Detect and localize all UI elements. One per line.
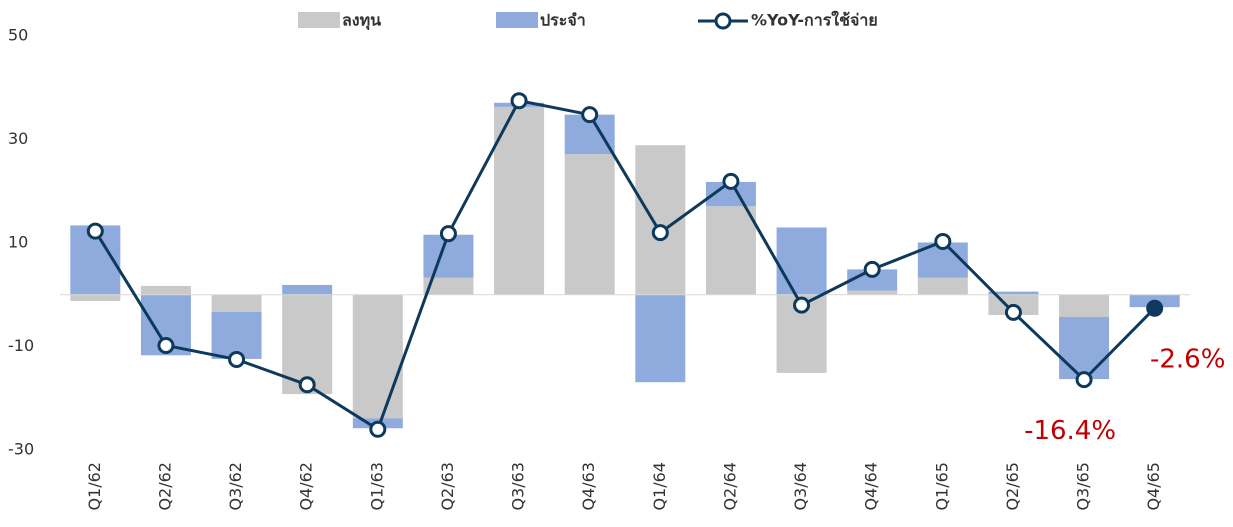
bar (635, 294, 686, 383)
x-tick-label: Q2/64 (720, 462, 739, 511)
value-label: -16.4% (1024, 416, 1116, 446)
bar (282, 284, 333, 295)
x-tick-label: Q4/65 (1144, 462, 1163, 511)
legend-label: %YoY-การใช้จ่าย (751, 11, 878, 30)
marker (86, 222, 104, 240)
bar (423, 277, 474, 295)
bar (988, 291, 1039, 295)
x-tick-label: Q2/65 (1003, 462, 1022, 511)
bar (352, 294, 403, 419)
marker (722, 172, 740, 190)
marker (228, 350, 246, 368)
marker (651, 224, 669, 242)
legend-marker (714, 12, 732, 30)
marker (1146, 299, 1164, 317)
marker (863, 260, 881, 278)
bar (70, 294, 121, 301)
legend-label: ลงทุน (342, 11, 381, 31)
x-tick-label: Q2/63 (438, 462, 457, 511)
x-tick-label: Q2/62 (155, 462, 174, 511)
marker (793, 296, 811, 314)
marker (581, 106, 599, 124)
y-tick-label: -30 (8, 440, 34, 459)
bar (1059, 294, 1110, 318)
y-tick-label: 50 (8, 26, 28, 45)
x-tick-label: Q1/64 (650, 462, 669, 511)
x-tick-label: Q1/63 (367, 462, 386, 511)
x-tick-label: Q1/62 (85, 462, 104, 511)
y-tick-label: 10 (8, 233, 28, 252)
marker (157, 336, 175, 354)
legend-label: ประจำ (540, 11, 586, 30)
x-tick-label: Q3/65 (1074, 462, 1093, 511)
x-tick-label: Q1/65 (932, 462, 951, 511)
x-tick-label: Q4/63 (579, 462, 598, 511)
legend-swatch (298, 12, 340, 28)
x-tick-label: Q4/62 (297, 462, 316, 511)
y-tick-label: 30 (8, 129, 28, 148)
bar (140, 285, 191, 295)
bar (494, 106, 545, 295)
bar (1059, 317, 1110, 380)
line (94, 98, 1156, 432)
value-label: -2.6% (1150, 345, 1225, 375)
marker (369, 420, 387, 438)
y-tick-label: -10 (8, 336, 34, 355)
marker (934, 232, 952, 250)
x-tick-label: Q3/62 (226, 462, 245, 511)
marker (510, 92, 528, 110)
legend-swatch (496, 12, 538, 28)
marker (1004, 303, 1022, 321)
bar (917, 277, 968, 295)
marker (298, 376, 316, 394)
bar (776, 227, 827, 295)
marker (1075, 371, 1093, 389)
bar (211, 294, 262, 312)
bar (705, 206, 756, 295)
marker (439, 225, 457, 243)
x-tick-label: Q3/63 (509, 462, 528, 511)
bar (847, 290, 898, 295)
x-tick-label: Q3/64 (791, 462, 810, 511)
x-tick-label: Q4/64 (862, 462, 881, 511)
bar (564, 153, 615, 295)
